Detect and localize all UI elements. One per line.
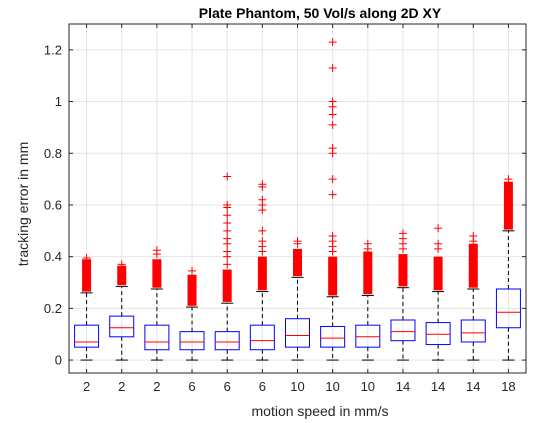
outlier-band	[187, 274, 197, 306]
box-iqr	[495, 288, 521, 329]
x-tick-label: 2	[153, 379, 160, 394]
outlier-marker	[328, 97, 337, 106]
box-iqr	[144, 324, 170, 351]
x-tick-label: 6	[188, 379, 195, 394]
box-iqr	[285, 318, 310, 348]
outlier-marker	[328, 190, 337, 199]
box-iqr	[460, 319, 486, 343]
x-tick-label: 18	[501, 379, 515, 394]
y-axis-ticks: 0 0.2 0.4 0.6 0.8 1 1.2	[44, 42, 526, 368]
x-tick-label: 14	[396, 379, 410, 394]
outlier-marker	[82, 253, 91, 262]
box-iqr	[109, 315, 135, 338]
outlier-marker	[504, 175, 513, 184]
outlier-band	[293, 248, 302, 277]
box-group	[495, 175, 521, 361]
x-tick-label: 10	[361, 379, 375, 394]
outlier-band	[257, 256, 267, 291]
box-iqr	[355, 324, 381, 348]
outlier-band	[363, 251, 373, 295]
y-axis-label: tracking error in mm	[15, 142, 31, 266]
outlier-marker	[223, 219, 232, 228]
y-tick-label: 0.8	[44, 146, 62, 161]
outlier-marker	[328, 63, 337, 72]
outlier-marker	[258, 195, 267, 204]
outlier-marker	[258, 237, 267, 246]
chart-title: Plate Phantom, 50 Vol/s along 2D XY	[199, 5, 442, 21]
outlier-marker	[293, 237, 302, 246]
box-iqr	[179, 331, 205, 351]
outlier-band	[222, 269, 232, 302]
outlier-marker	[434, 239, 443, 248]
outlier-marker	[328, 144, 337, 153]
outlier-band	[82, 259, 92, 292]
box-group	[355, 239, 381, 361]
outlier-marker	[152, 246, 161, 255]
outlier-marker	[328, 231, 337, 240]
outlier-marker	[223, 234, 232, 243]
outlier-marker	[188, 266, 197, 275]
x-tick-label: 2	[83, 379, 90, 394]
x-axis-ticks: 2 2 2 6 6 6 10 10 10 14 14 14 18	[83, 24, 516, 394]
outlier-marker	[223, 211, 232, 220]
x-tick-label: 6	[224, 379, 231, 394]
boxes	[74, 38, 521, 361]
outlier-band	[433, 256, 443, 291]
outlier-marker	[223, 260, 232, 269]
box-group	[390, 229, 416, 361]
box-group	[320, 38, 346, 361]
outlier-band	[468, 243, 478, 288]
box-group	[179, 266, 205, 361]
box-iqr	[249, 324, 275, 351]
outlier-band	[398, 254, 408, 287]
box-iqr	[214, 331, 240, 351]
outlier-band	[152, 259, 162, 288]
box-iqr	[74, 324, 100, 348]
y-tick-label: 0.6	[44, 197, 62, 212]
x-tick-label: 14	[466, 379, 480, 394]
outlier-marker	[223, 226, 232, 235]
box-iqr	[390, 319, 416, 342]
x-tick-label: 14	[431, 379, 445, 394]
x-axis-label: motion speed in mm/s	[252, 403, 389, 419]
x-tick-label: 10	[290, 379, 304, 394]
outlier-marker	[434, 224, 443, 233]
box-group	[285, 237, 310, 361]
outlier-marker	[223, 172, 232, 181]
x-tick-label: 2	[118, 379, 125, 394]
outlier-marker	[328, 38, 337, 47]
box-group	[460, 231, 486, 361]
box-group	[425, 224, 451, 361]
y-tick-label: 0.2	[44, 301, 62, 316]
outlier-marker	[258, 226, 267, 235]
box-iqr	[425, 322, 451, 346]
outlier-band	[503, 181, 513, 230]
outlier-band	[328, 256, 338, 296]
outlier-marker	[363, 239, 372, 248]
box-group	[214, 172, 240, 361]
outlier-marker	[328, 110, 337, 119]
box-group	[74, 253, 100, 361]
outlier-marker	[328, 175, 337, 184]
y-tick-label: 0.4	[44, 249, 62, 264]
y-tick-label: 1	[55, 94, 62, 109]
outlier-marker	[117, 260, 126, 269]
outlier-band	[117, 265, 127, 286]
outlier-marker	[328, 120, 337, 129]
outlier-marker	[223, 247, 232, 256]
box-group	[249, 180, 275, 361]
x-tick-label: 10	[325, 379, 339, 394]
y-tick-label: 1.2	[44, 42, 62, 57]
box-group	[144, 246, 170, 361]
box-group	[109, 260, 135, 361]
outlier-marker	[398, 229, 407, 238]
outlier-marker	[469, 231, 478, 240]
outlier-marker	[258, 180, 267, 189]
box-iqr	[320, 325, 346, 348]
outlier-marker	[223, 200, 232, 209]
x-tick-label: 6	[259, 379, 266, 394]
y-tick-label: 0	[55, 353, 62, 368]
